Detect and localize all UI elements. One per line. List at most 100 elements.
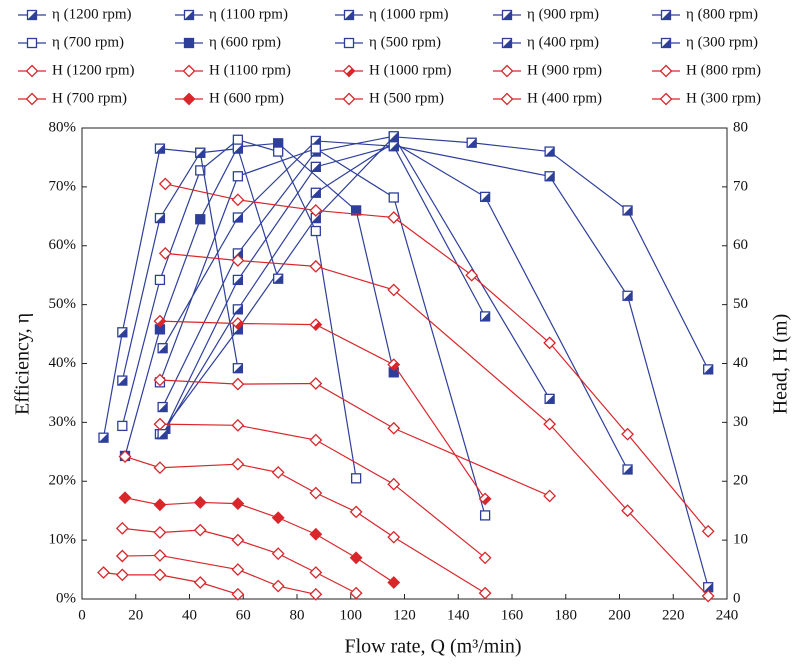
marker-shape [231, 418, 245, 432]
marker-shape [118, 491, 132, 505]
square-marker [157, 428, 168, 440]
diamond-marker [387, 211, 401, 224]
square-marker [232, 134, 244, 145]
marker-half [467, 138, 477, 148]
x-tick-label: 80 [290, 607, 305, 623]
legend-label: H (1100 rpm) [209, 62, 291, 78]
diamond-marker [543, 417, 557, 431]
legend-label: η (300 rpm) [686, 34, 758, 50]
marker-shape [350, 205, 362, 216]
square-marker [310, 225, 321, 237]
marker-shape [232, 171, 244, 182]
square-marker [388, 192, 399, 203]
marker-shape [349, 586, 363, 600]
diamond-marker [193, 523, 207, 537]
square-marker [154, 143, 166, 154]
marker-shape [309, 204, 323, 217]
diamond-marker [153, 526, 167, 539]
legend-item: η (800 rpm) [652, 6, 758, 22]
legend-label: H (400 rpm) [527, 90, 602, 106]
diamond-marker [387, 421, 401, 435]
x-tick-label: 0 [78, 607, 86, 623]
diamond-marker [153, 417, 167, 431]
diamond-marker [500, 92, 514, 106]
marker-half [158, 343, 168, 353]
marker-shape [115, 549, 129, 563]
diamond-marker [309, 566, 323, 579]
square-marker [343, 9, 355, 21]
diamond-marker [309, 433, 323, 447]
diamond-marker [271, 579, 285, 593]
marker-half [311, 136, 321, 146]
square-marker [310, 143, 321, 154]
square-marker [544, 171, 555, 182]
y-axis-label: Efficiency, η [12, 313, 34, 415]
marker-half [389, 141, 399, 151]
square-marker [350, 205, 362, 216]
y-tick-label: 60% [49, 237, 77, 253]
y2-tick-label: 0 [733, 590, 741, 606]
square-marker [183, 9, 195, 21]
marker-half [545, 147, 555, 157]
square-marker [388, 141, 399, 152]
y-tick-label: 0% [56, 590, 76, 606]
diamond-marker [115, 549, 129, 563]
marker-half [703, 582, 713, 592]
legend-label: η (900 rpm) [527, 6, 599, 22]
legend-item: H (900 rpm) [493, 62, 602, 78]
x-tick-label: 40 [182, 607, 197, 623]
diamond-marker [231, 587, 245, 601]
marker-shape [231, 193, 245, 207]
legend-label: H (700 rpm) [52, 90, 127, 106]
diamond-marker [309, 377, 323, 390]
marker-shape [309, 486, 323, 500]
diamond-marker [349, 586, 363, 600]
diamond-marker [25, 64, 39, 78]
diamond-marker [158, 246, 172, 260]
marker-shape [193, 523, 207, 537]
series-line [159, 136, 709, 435]
marker-half [311, 162, 321, 172]
marker-shape [621, 427, 634, 441]
diamond-marker [342, 92, 356, 106]
square-marker [622, 290, 633, 301]
x-axis-label: Flow rate, Q (m³/min) [344, 636, 521, 658]
marker-shape [349, 505, 363, 519]
square-marker [660, 37, 672, 49]
legend-item: η (400 rpm) [493, 34, 599, 50]
diamond-marker [153, 314, 167, 328]
square-marker [154, 212, 166, 224]
y2-tick-label: 60 [733, 237, 748, 253]
marker-shape [231, 533, 245, 547]
series-line [124, 455, 486, 594]
legend-item: H (300 rpm) [652, 90, 761, 106]
marker-half [661, 38, 671, 48]
marker-shape [153, 461, 167, 475]
square-marker [703, 364, 714, 375]
square-marker [26, 37, 38, 49]
marker-shape [158, 246, 172, 260]
x-tick-label: 20 [128, 607, 143, 623]
legend-label: H (600 rpm) [209, 90, 284, 106]
diamond-marker [115, 521, 129, 535]
legend-item: H (1200 rpm) [18, 62, 135, 78]
marker-shape [342, 92, 356, 106]
square-marker [310, 187, 321, 198]
diamond-marker [478, 492, 492, 506]
diamond-marker [193, 576, 207, 589]
marker-shape [153, 526, 167, 539]
y-tick-label: 20% [49, 473, 77, 489]
square-marker [466, 137, 477, 148]
square-marker [117, 327, 128, 338]
diamond-marker [387, 477, 401, 491]
square-marker [501, 37, 513, 49]
legend-item: H (1000 rpm) [335, 62, 452, 78]
y-tick-label: 50% [49, 296, 77, 312]
marker-half [623, 291, 633, 301]
marker-half [233, 275, 243, 285]
square-marker [273, 146, 284, 157]
x-tick-label: 120 [393, 607, 416, 623]
legend-label: η (700 rpm) [52, 34, 124, 50]
diamond-marker [349, 551, 363, 565]
marker-shape [701, 589, 715, 603]
